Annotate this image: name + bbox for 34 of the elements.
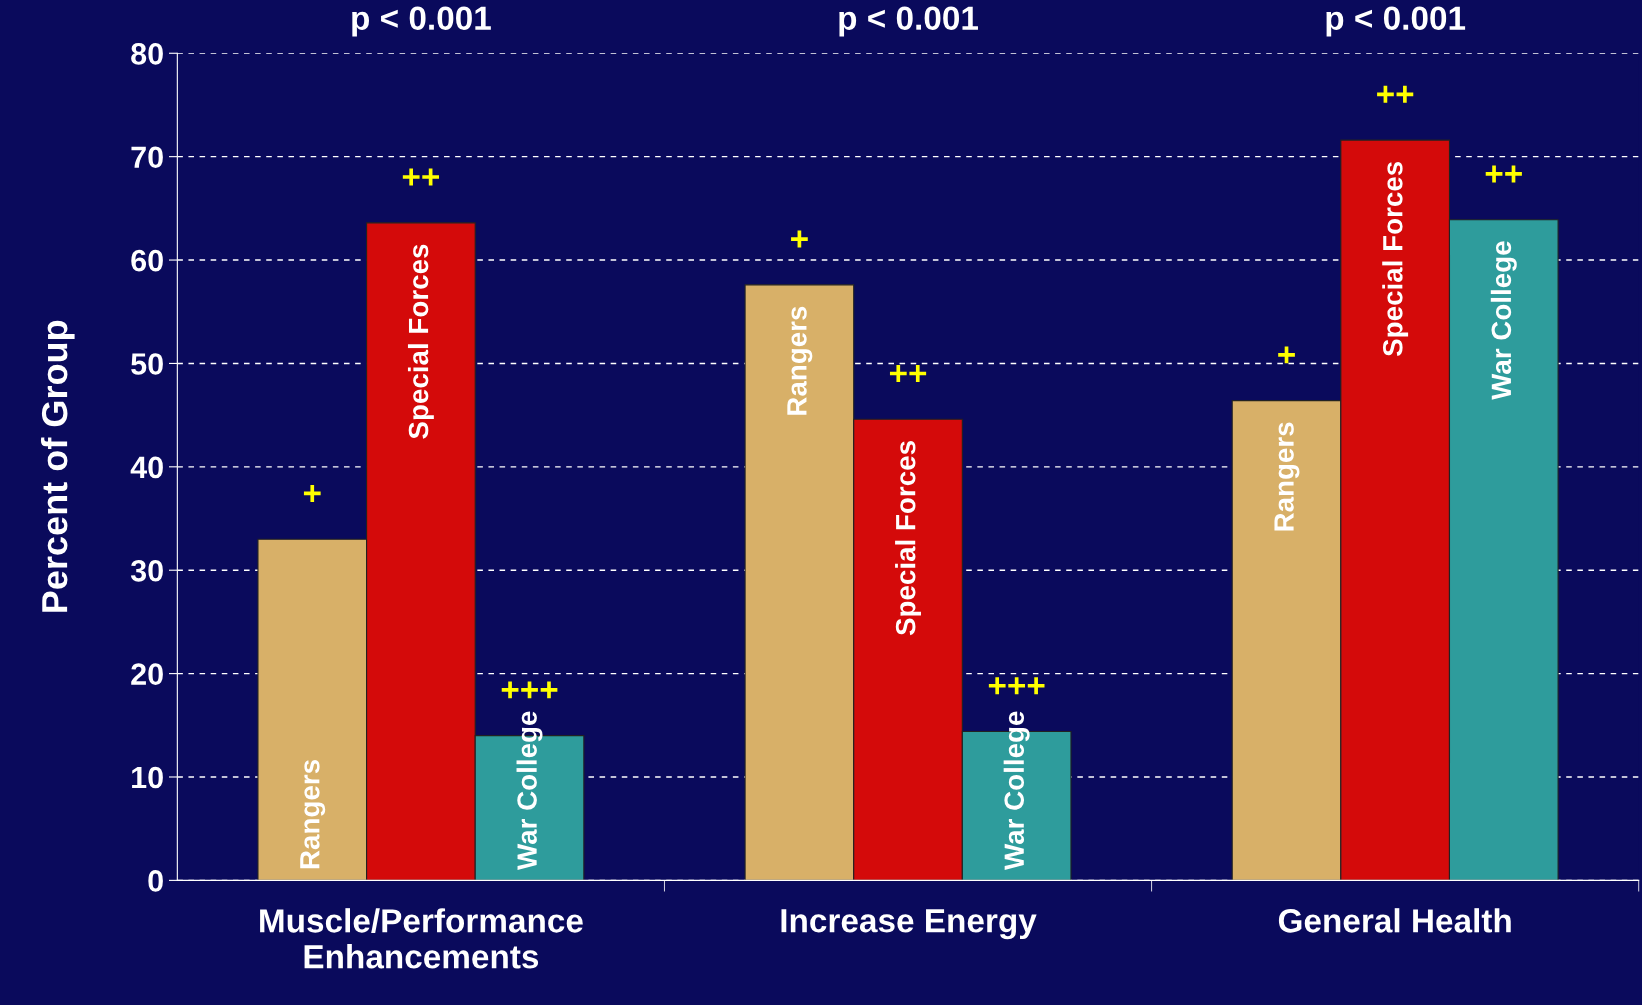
text: War College: [1003, 711, 1030, 871]
text: Special Forces: [895, 441, 921, 636]
data-label: ++: [889, 365, 927, 382]
data-label: +: [791, 230, 808, 248]
series-label: Rangers: [300, 760, 326, 869]
x-tick-label: Increase Energy: [781, 909, 1037, 940]
y-tick-label: 20: [131, 663, 163, 685]
x-tick-label: Muscle/Performance Enhancements: [260, 908, 583, 969]
data-label: ++: [1485, 165, 1522, 183]
y-tick-label: 30: [130, 559, 163, 582]
y-tick-label: 10: [132, 766, 163, 789]
series-label: War College: [516, 711, 543, 871]
y-tick-label: 70: [131, 146, 163, 169]
y-tick-label: 40: [130, 456, 163, 479]
y-tick-label: 60: [131, 249, 163, 272]
data-label: +++: [988, 677, 1045, 695]
data-label: ++: [402, 168, 440, 186]
data-label: +++: [501, 681, 558, 699]
text: Rangers: [1274, 422, 1300, 531]
data-label: ++: [1377, 85, 1414, 103]
data-label: +: [303, 484, 321, 502]
text: p < 0.001: [1326, 6, 1466, 37]
y-tick-label: 0: [148, 870, 163, 892]
text: p < 0.001: [839, 6, 978, 37]
series-label: Special Forces: [1382, 161, 1409, 357]
text: p < 0.001: [352, 6, 491, 37]
text: Rangers: [787, 306, 813, 415]
y-tick-label: 80: [131, 43, 163, 65]
text: War College: [1490, 241, 1517, 400]
x-tick-label: General Health: [1278, 908, 1511, 933]
y-tick-label: 50: [131, 353, 163, 375]
y-axis-title: Percent of Group: [40, 320, 75, 612]
text: Special Forces: [407, 244, 434, 439]
data-label: +: [1278, 346, 1295, 364]
